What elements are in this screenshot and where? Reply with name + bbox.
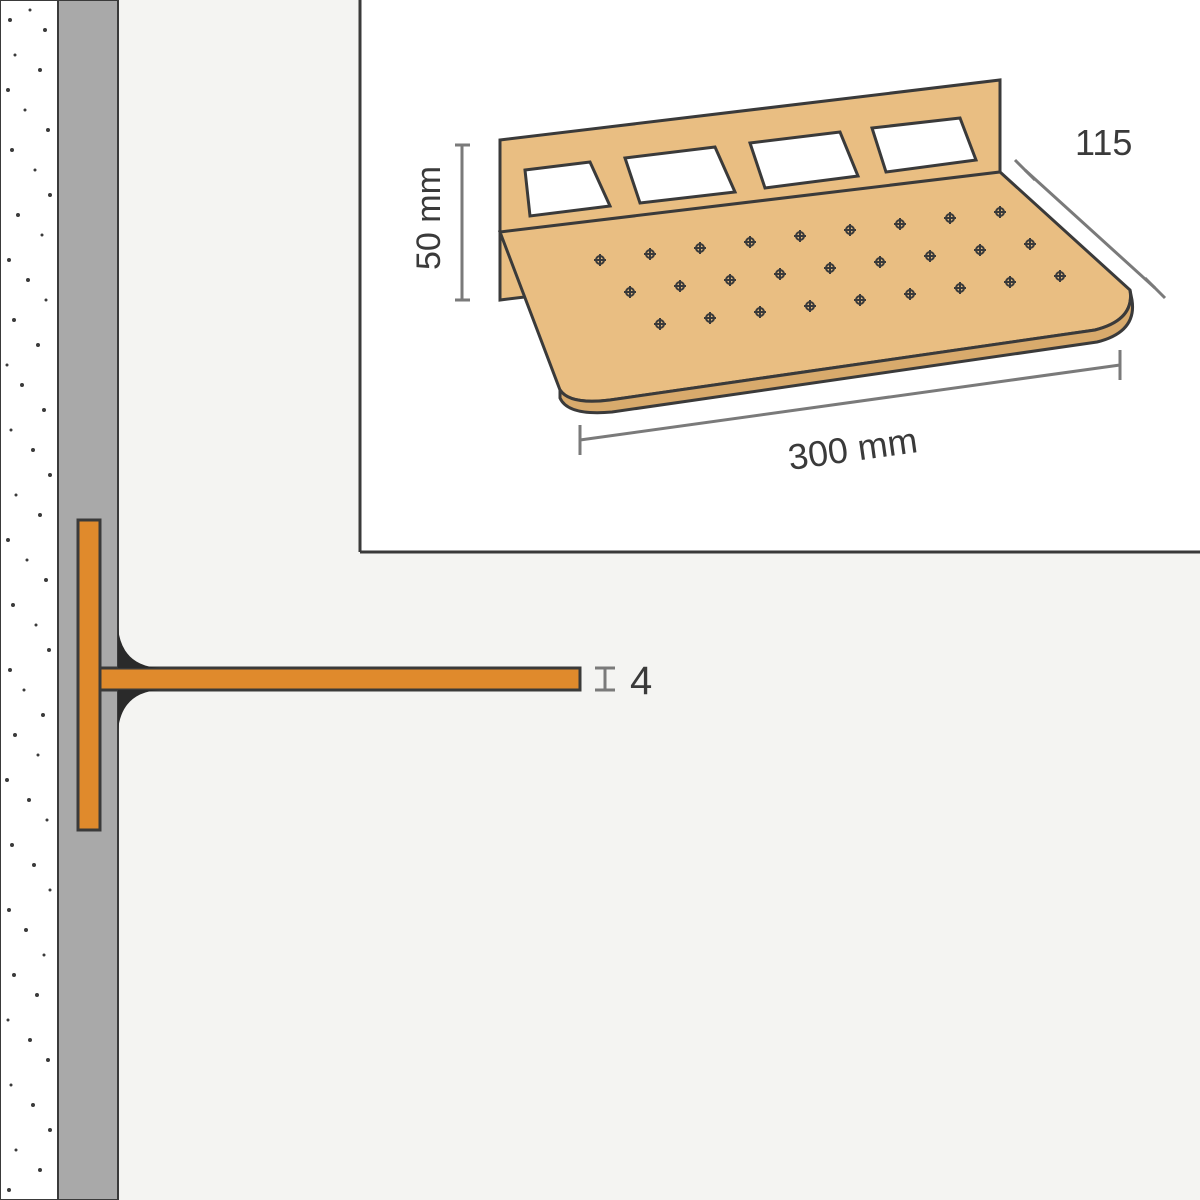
dimension-depth-label: 115 (1075, 122, 1132, 163)
dimension-thickness-label: 4 (630, 659, 652, 703)
diagram-canvas: 4 (0, 0, 1200, 1200)
dimension-height-label: 50 mm (410, 166, 448, 270)
callout-panel: 50 mm 300 mm 115 (360, 0, 1200, 552)
substrate-layer (0, 0, 58, 1200)
